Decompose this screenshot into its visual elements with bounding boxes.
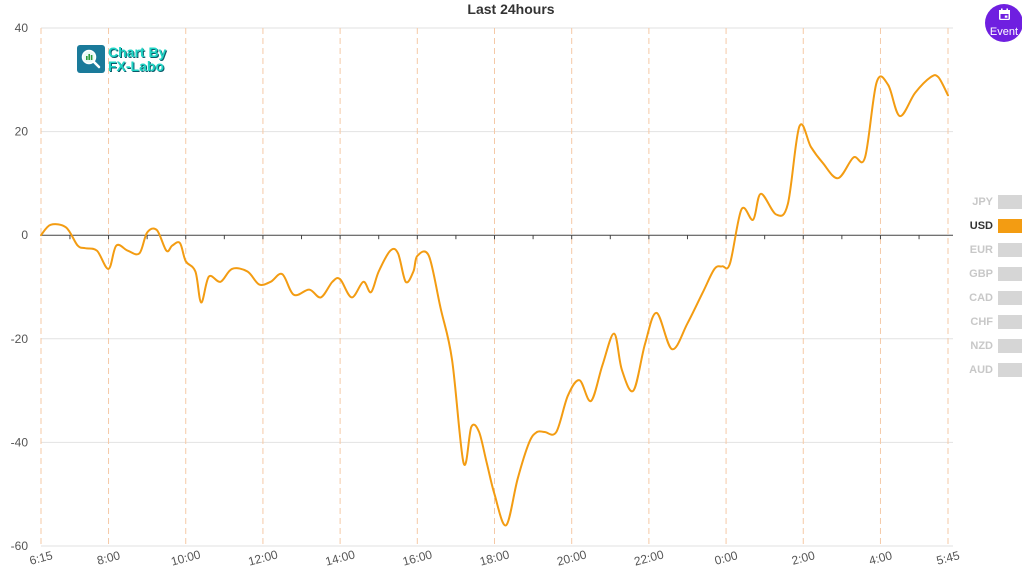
legend-label: CHF [970, 316, 993, 328]
legend-item-cad[interactable]: CAD [960, 286, 1022, 310]
legend-item-aud[interactable]: AUD [960, 358, 1022, 382]
legend-label: NZD [970, 340, 993, 352]
y-tick-label: -40 [11, 435, 29, 449]
series-layer [40, 74, 949, 527]
y-tick-label: -20 [11, 332, 29, 346]
y-tick-label: -60 [11, 539, 29, 553]
event-button-label: Event [989, 26, 1019, 38]
legend-item-chf[interactable]: CHF [960, 310, 1022, 334]
legend-label: JPY [972, 196, 993, 208]
legend-swatch [998, 291, 1022, 305]
legend-item-usd[interactable]: USD [960, 214, 1022, 238]
x-tick-label: 12:00 [247, 547, 280, 568]
legend-label: EUR [969, 244, 993, 256]
legend-item-gbp[interactable]: GBP [960, 262, 1022, 286]
legend-swatch [998, 267, 1022, 281]
calendar-icon [998, 8, 1011, 26]
series-line-usd [40, 74, 949, 527]
x-tick-label: 5:45 [935, 548, 961, 568]
x-tick-label: 0:00 [713, 548, 739, 568]
grid-layer [40, 27, 953, 547]
y-tick-label: 0 [21, 228, 28, 242]
legend-swatch [998, 195, 1022, 209]
watermark-logo: Chart By FX-Labo [77, 45, 166, 73]
x-tick-label: 8:00 [95, 548, 121, 568]
x-tick-label: 2:00 [790, 548, 816, 568]
legend-swatch [998, 219, 1022, 233]
axis-layer: 40 20 0 -20 -40 -606:15 8:00 10:00 12:00 14:00 16:… [11, 21, 962, 568]
chart-magnifier-icon [77, 45, 105, 73]
watermark-line1: Chart By [108, 44, 167, 60]
legend-label: AUD [969, 364, 993, 376]
watermark-text: Chart By FX-Labo [108, 45, 166, 73]
legend-label: GBP [969, 268, 993, 280]
legend-swatch [998, 315, 1022, 329]
legend-label: CAD [969, 292, 993, 304]
x-tick-label: 20:00 [555, 547, 588, 568]
y-tick-label: 40 [15, 21, 29, 35]
x-tick-label: 10:00 [169, 547, 202, 568]
legend-item-jpy[interactable]: JPY [960, 190, 1022, 214]
legend-label: USD [969, 220, 993, 232]
chart-title: Last 24hours [467, 1, 555, 17]
legend-item-eur[interactable]: EUR [960, 238, 1022, 262]
watermark-line2: FX-Labo [108, 58, 164, 74]
legend-swatch [998, 363, 1022, 377]
event-button[interactable]: Event [985, 4, 1022, 42]
x-tick-label: 14:00 [324, 547, 357, 568]
legend-item-nzd[interactable]: NZD [960, 334, 1022, 358]
currency-legend: JPY USD EUR GBP CAD CHF NZD AUD [960, 190, 1022, 382]
legend-swatch [998, 243, 1022, 257]
x-tick-label: 22:00 [633, 547, 666, 568]
x-tick-label: 18:00 [478, 547, 511, 568]
x-tick-label: 6:15 [28, 548, 54, 568]
y-tick-label: 20 [15, 125, 29, 139]
x-tick-label: 16:00 [401, 547, 434, 568]
x-tick-label: 4:00 [867, 548, 893, 568]
legend-swatch [998, 339, 1022, 353]
